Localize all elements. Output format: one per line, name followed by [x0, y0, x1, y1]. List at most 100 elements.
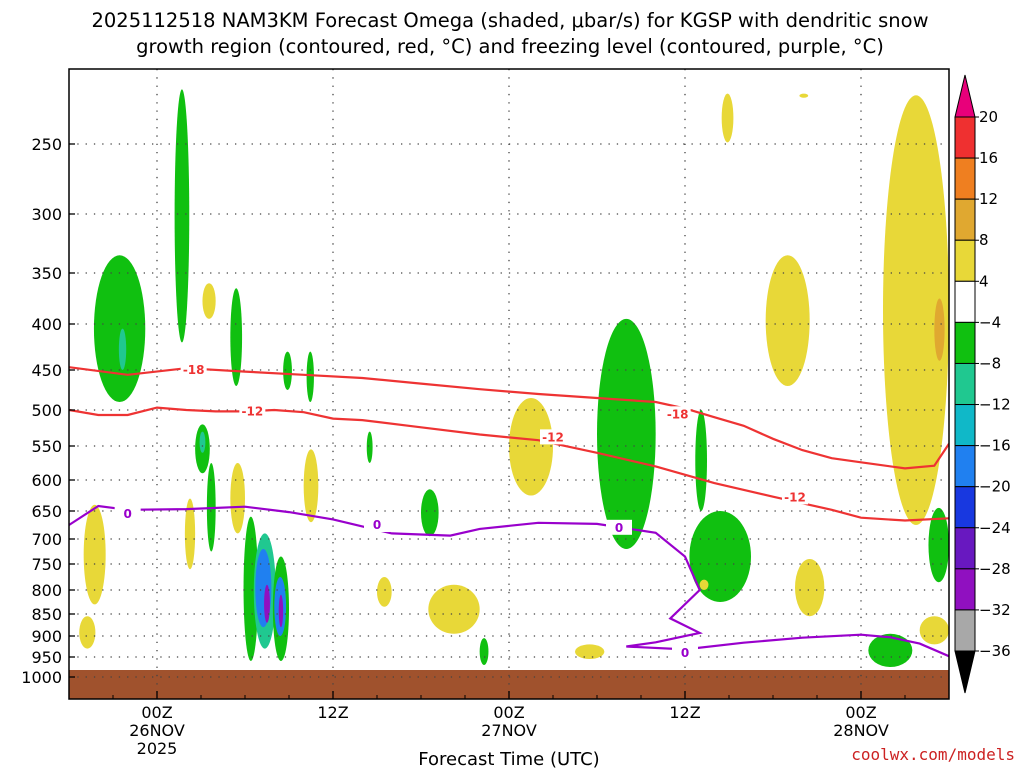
omega-region	[699, 579, 709, 590]
omega-region	[919, 616, 949, 645]
y-tick-label: 400	[31, 315, 62, 334]
x-tick-label: 26NOV	[129, 721, 185, 740]
pressure-axis: 250 300 350 400 450 500 550 600 650 700 750 800 850 9…	[21, 135, 75, 687]
y-tick-label: 900	[31, 627, 62, 646]
contour-label-background	[540, 429, 566, 445]
contour-label-background	[239, 403, 266, 419]
chart-title-line-1: 2025112518 NAM3KM Forecast Omega (shaded…	[91, 9, 928, 32]
contour-label-background	[782, 489, 808, 505]
x-axis-title: Forecast Time (UTC)	[418, 749, 599, 768]
contour-label: 0	[681, 646, 689, 660]
omega-region	[695, 410, 708, 511]
colorbar-segment	[954, 157, 976, 200]
omega-region	[868, 633, 913, 668]
contour-label: 0	[373, 518, 381, 532]
omega-region	[799, 93, 809, 98]
contour-label: -12	[542, 430, 564, 444]
colorbar-label: −4	[979, 313, 1001, 331]
contour-label-background	[606, 519, 632, 535]
x-tick-label: 27NOV	[481, 721, 537, 740]
omega-region	[83, 504, 106, 605]
colorbar-segment	[954, 404, 976, 447]
colorbar-label: 16	[979, 149, 998, 167]
omega-region	[421, 489, 439, 537]
colorbar-segment	[954, 280, 976, 323]
omega-region	[306, 351, 314, 402]
omega-region	[202, 283, 216, 319]
x-tick-label: 12Z	[317, 703, 348, 722]
x-tick-label: 12Z	[669, 703, 700, 722]
y-tick-label: 350	[31, 264, 62, 283]
omega-region	[928, 507, 949, 583]
y-tick-label: 850	[31, 605, 62, 624]
colorbar-label: −16	[979, 437, 1011, 455]
contour-label: -12	[784, 490, 806, 504]
colorbar-label: 8	[979, 231, 989, 249]
omega-region	[184, 498, 196, 570]
contour-label: -18	[667, 407, 689, 421]
omega-region	[303, 449, 319, 523]
colorbar-label: −12	[979, 396, 1011, 414]
colorbar-top-triangle	[954, 74, 976, 118]
contour-label-background	[180, 362, 207, 377]
omega-region	[479, 638, 489, 665]
contour-label: -12	[241, 404, 263, 418]
colorbar-label: 20	[979, 108, 998, 126]
omega-region	[230, 288, 243, 386]
colorbar-segment	[954, 362, 976, 406]
omega-region	[283, 351, 292, 390]
omega-region	[509, 398, 553, 496]
contour-line	[69, 504, 949, 658]
omega-region	[795, 559, 825, 617]
omega-region	[230, 463, 246, 534]
omega-region	[575, 644, 605, 659]
omega-region	[721, 93, 734, 143]
colorbar-label: −36	[979, 642, 1011, 660]
omega-region	[118, 328, 127, 370]
x-tick-label: 2025	[137, 739, 178, 758]
colorbar-segment	[954, 321, 976, 364]
contour-label: -18	[183, 363, 205, 377]
y-tick-label: 450	[31, 361, 62, 380]
colorbar-segment	[954, 239, 976, 282]
colorbar-segment	[954, 198, 976, 241]
colorbar-label: −8	[979, 354, 1001, 372]
contour-label-background	[664, 406, 691, 422]
omega-shading-layer	[79, 89, 949, 668]
colorbar-segment	[954, 609, 976, 652]
colorbar-segment	[954, 527, 976, 570]
contour-label: 0	[123, 507, 131, 521]
colorbar-label: −20	[979, 478, 1011, 496]
y-tick-label: 600	[31, 471, 62, 490]
contour-label: 0	[615, 521, 623, 535]
y-tick-label: 1000	[21, 668, 62, 687]
colorbar-bottom-triangle	[954, 650, 976, 694]
y-tick-label: 700	[31, 530, 62, 549]
contour-label-background	[672, 644, 698, 660]
y-tick-label: 250	[31, 135, 62, 154]
colorbar-segment	[954, 486, 976, 529]
y-tick-label: 750	[31, 555, 62, 574]
x-tick-label: 28NOV	[833, 721, 889, 740]
colorbar-label: −24	[979, 519, 1011, 537]
omega-region	[377, 577, 392, 607]
omega-region	[243, 516, 259, 661]
y-tick-label: 550	[31, 437, 62, 456]
colorbar-label: −32	[979, 601, 1011, 619]
x-tick-label: 00Z	[141, 703, 172, 722]
omega-region	[79, 616, 96, 649]
x-tick-label: 00Z	[845, 703, 876, 722]
omega-region	[883, 95, 949, 525]
y-tick-label: 500	[31, 401, 62, 420]
colorbar-segment	[954, 116, 976, 159]
chart-title-line-2: growth region (contoured, red, °C) and f…	[136, 35, 884, 58]
y-tick-label: 950	[31, 648, 62, 667]
omega-region	[934, 298, 945, 361]
y-tick-label: 650	[31, 502, 62, 521]
omega-region	[366, 431, 373, 463]
omega-region	[278, 594, 284, 628]
omega-region	[199, 431, 206, 453]
omega-region	[597, 318, 656, 549]
